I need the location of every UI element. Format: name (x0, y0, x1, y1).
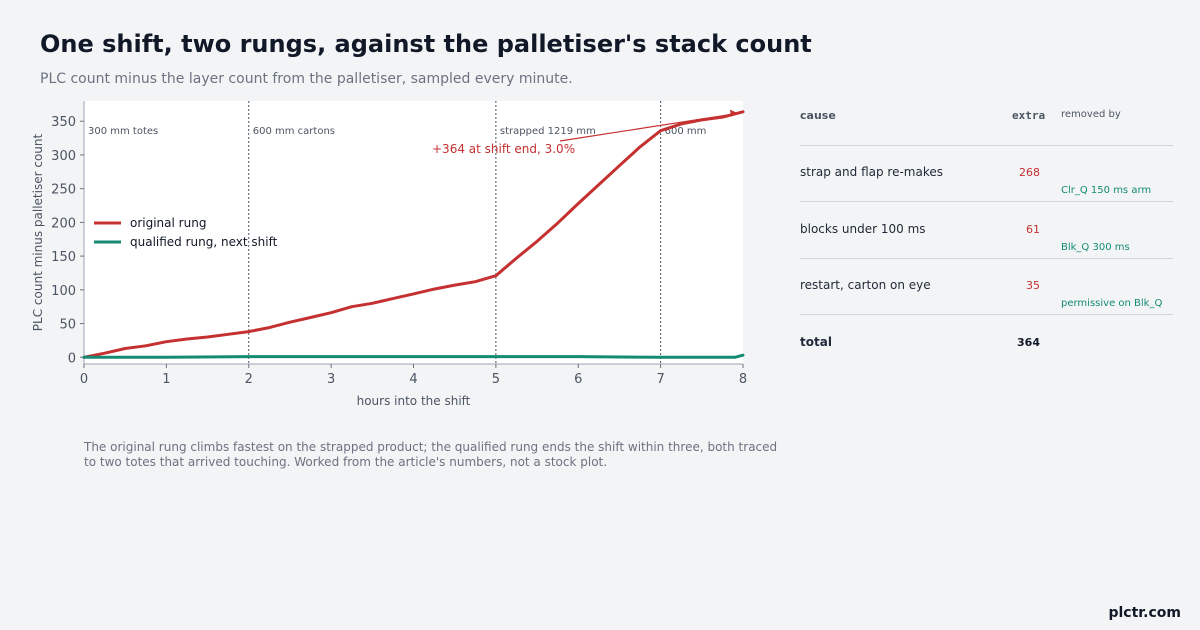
annotation-arrowhead (730, 109, 737, 117)
table-row-fix: permissive on Blk_Q (1061, 298, 1163, 309)
table-row-extra: 61 (1026, 223, 1040, 236)
table-row-extra: 268 (1019, 166, 1040, 179)
table-row-cause: strap and flap re-makes (800, 165, 943, 179)
x-tick-label: 7 (656, 372, 664, 387)
header-extra: extra (1012, 109, 1046, 122)
phase-label: 300 mm totes (88, 126, 158, 137)
y-tick-label: 0 (68, 351, 76, 366)
annotation-leader (559, 113, 736, 142)
x-tick-label: 4 (409, 372, 417, 387)
phase-label: strapped 1219 mm (500, 126, 596, 137)
y-tick-label: 100 (51, 284, 76, 299)
x-tick-label: 2 (245, 372, 253, 387)
header-removed-by: removed by (1061, 109, 1121, 120)
y-tick-label: 200 (51, 216, 76, 231)
table-divider (800, 201, 1173, 202)
table-divider (800, 258, 1173, 259)
y-tick-label: 350 (51, 115, 76, 130)
series-line-qualified (82, 353, 745, 359)
chart-footnote: The original rung climbs fastest on the … (84, 440, 778, 469)
x-axis-label: hours into the shift (357, 394, 471, 408)
table-total-label: total (800, 335, 832, 349)
x-tick-label: 8 (739, 372, 747, 387)
header-cause: cause (800, 109, 836, 122)
legend-label: qualified rung, next shift (130, 235, 278, 249)
y-tick-label: 300 (51, 149, 76, 164)
table-row-fix: Blk_Q 300 ms (1061, 242, 1130, 253)
x-tick-label: 3 (327, 372, 335, 387)
x-tick-label: 6 (574, 372, 582, 387)
table-row-cause: blocks under 100 ms (800, 222, 926, 236)
table-divider (800, 314, 1173, 315)
y-tick-label: 250 (51, 183, 76, 198)
table-row-cause: restart, carton on eye (800, 278, 931, 292)
y-axis-label: PLC count minus palletiser count (31, 134, 45, 332)
annotation-label: +364 at shift end, 3.0% (432, 142, 575, 156)
y-tick-label: 150 (51, 250, 76, 265)
x-tick-label: 0 (80, 372, 88, 387)
series-line-original (82, 110, 745, 359)
table-row-extra: 35 (1026, 279, 1040, 292)
brand-logo-text[interactable]: plctr.com (1108, 605, 1181, 621)
table-row-fix: Clr_Q 150 ms arm (1061, 185, 1152, 196)
legend-label: original rung (130, 216, 206, 230)
table-divider (800, 145, 1173, 146)
table-total-value: 364 (1017, 336, 1040, 349)
plot-area (84, 101, 743, 364)
page-subtitle: PLC count minus the layer count from the… (40, 71, 573, 87)
phase-label: 600 mm cartons (253, 126, 335, 137)
page-title: One shift, two rungs, against the pallet… (40, 30, 812, 58)
x-tick-label: 1 (162, 372, 170, 387)
y-tick-label: 50 (59, 318, 76, 333)
phase-label: 600 mm (665, 126, 707, 137)
x-tick-label: 5 (492, 372, 500, 387)
